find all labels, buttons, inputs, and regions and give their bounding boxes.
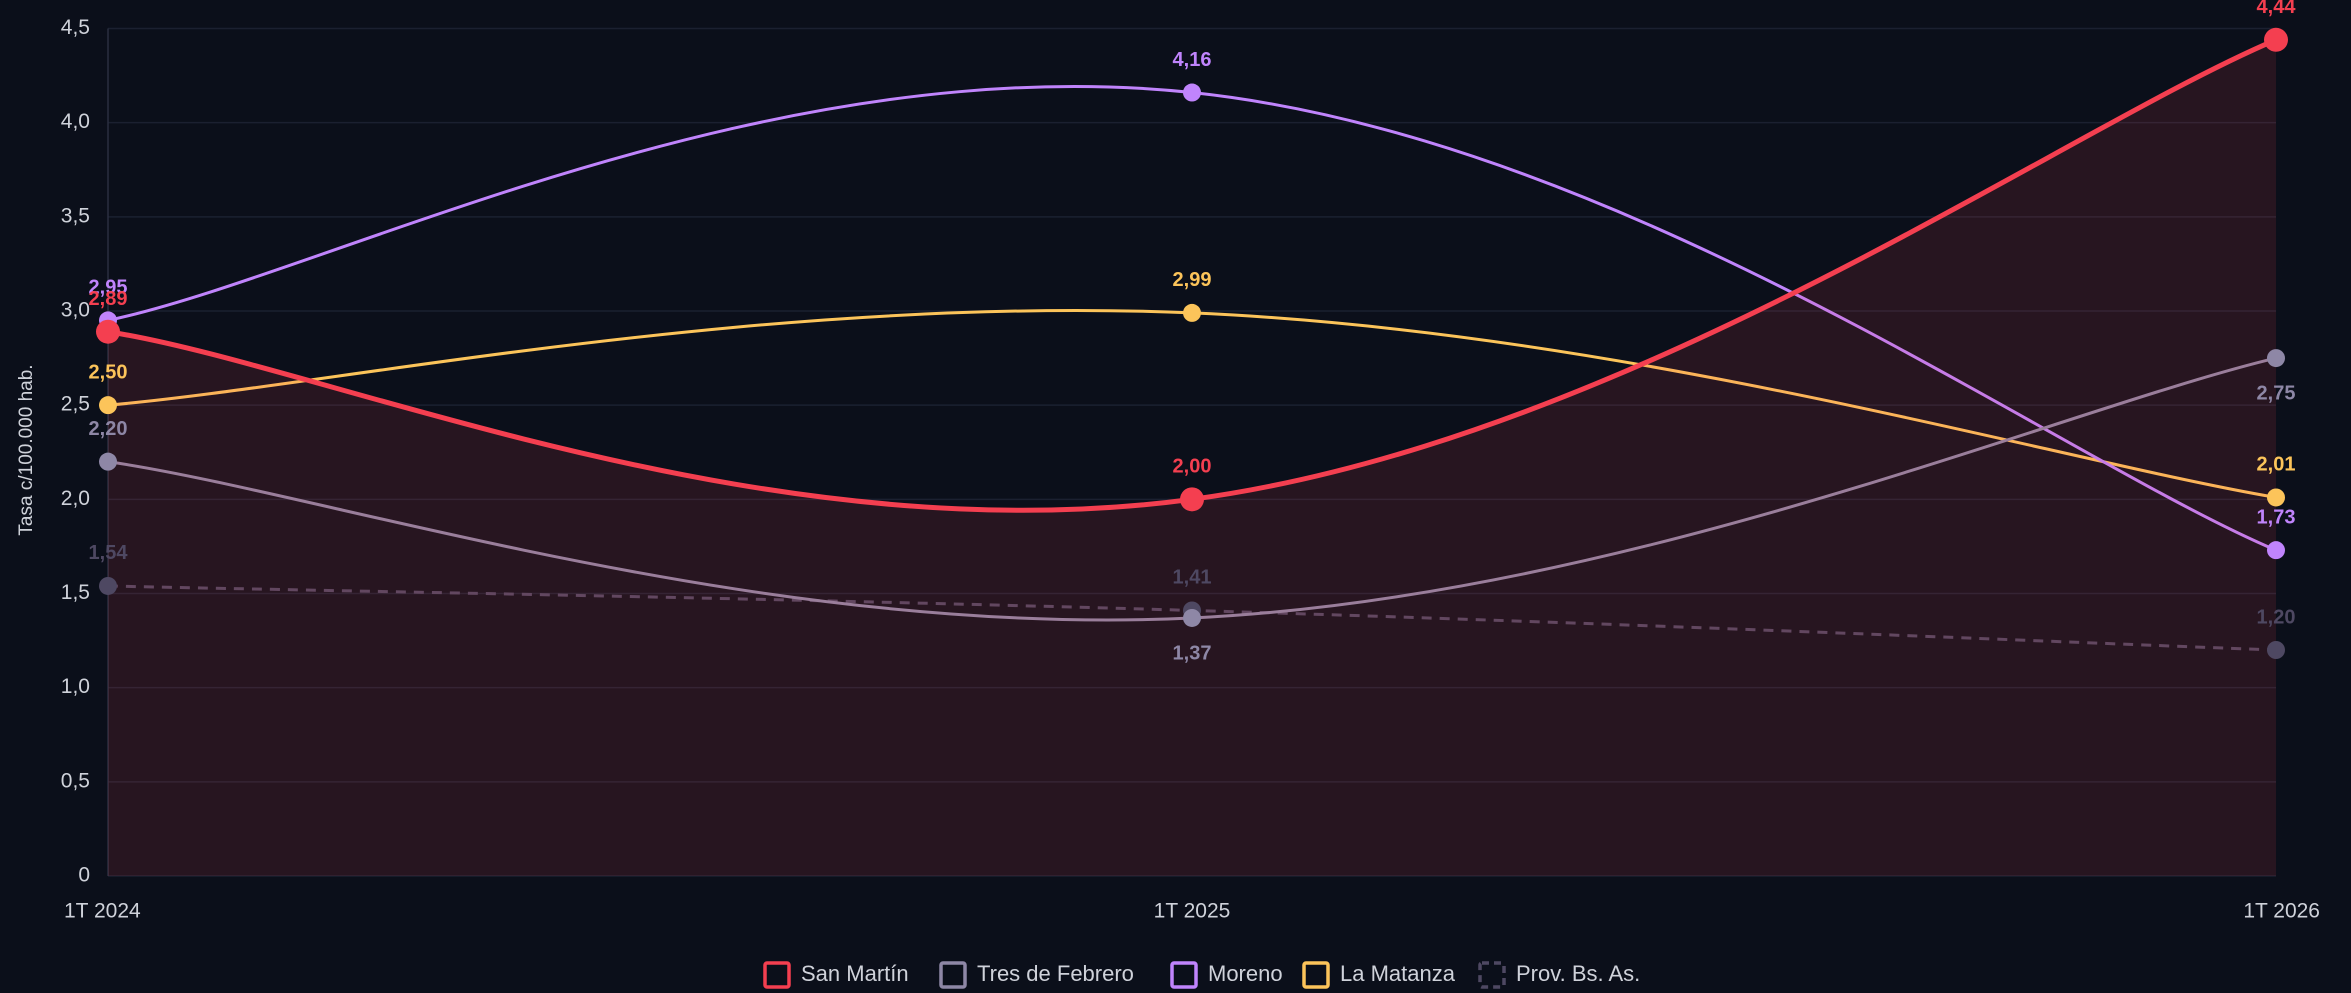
y-tick-label: 3,0 (61, 299, 90, 322)
legend-item: San Martín (763, 961, 909, 989)
legend-item: Tres de Febrero (939, 961, 1134, 989)
area (108, 39, 2276, 877)
point (96, 319, 120, 344)
point (2267, 349, 2285, 368)
y-tick-label: 1,0 (61, 675, 90, 698)
value-label: 2,00 (1173, 456, 1212, 478)
value-label: 1,73 (2257, 506, 2296, 528)
y-tick-label: 3,5 (61, 204, 90, 227)
legend-label: Tres de Febrero (977, 961, 1134, 986)
legend-swatch (763, 961, 791, 989)
y-tick-label: 2,5 (61, 393, 90, 416)
legend-label: Prov. Bs. As. (1516, 961, 1640, 986)
legend-swatch (939, 961, 967, 989)
point (1183, 303, 1201, 322)
y-tick-label: 2,0 (61, 487, 90, 510)
legend-label: San Martín (801, 961, 909, 986)
y-tick-label: 0 (78, 864, 90, 887)
legend-swatch (1170, 961, 1198, 989)
legend-label: Moreno (1208, 961, 1283, 986)
x-tick-label: 1T 2025 (1154, 900, 1231, 923)
legend-item: Prov. Bs. As. (1478, 961, 1640, 989)
point (1183, 608, 1201, 627)
x-tick-label: 1T 2026 (2243, 900, 2320, 923)
point (2264, 27, 2288, 52)
value-label: 2,01 (2257, 454, 2296, 476)
point (99, 396, 117, 415)
value-label: 2,99 (1173, 269, 1212, 291)
value-label: 4,44 (2257, 0, 2297, 18)
point (99, 452, 117, 471)
value-label: 1,37 (1173, 642, 1212, 664)
value-label: 2,75 (2257, 382, 2296, 404)
value-label: 2,89 (89, 288, 128, 310)
point (2267, 488, 2285, 507)
legend-swatch (1478, 961, 1506, 989)
y-tick-label: 4,5 (61, 16, 90, 39)
legend-label: La Matanza (1340, 961, 1456, 986)
legend-swatch (1302, 961, 1330, 989)
legend-item: Moreno (1170, 961, 1283, 989)
value-label: 2,20 (89, 418, 128, 440)
point (2267, 541, 2285, 560)
y-tick-label: 1,5 (61, 581, 90, 604)
value-label: 1,20 (2257, 606, 2296, 628)
y-tick-label: 0,5 (61, 769, 90, 792)
point (99, 576, 117, 595)
y-axis-title: Tasa c/100.000 hab. (16, 364, 37, 535)
y-tick-label: 4,0 (61, 110, 90, 133)
value-label: 2,95 (89, 277, 128, 299)
value-label: 2,50 (89, 361, 128, 383)
point (1183, 83, 1201, 102)
value-label: 4,16 (1173, 49, 1212, 71)
legend-item: La Matanza (1302, 961, 1456, 989)
point (1180, 487, 1204, 512)
value-label: 1,54 (89, 542, 129, 564)
x-tick-label: 1T 2024 (64, 900, 141, 923)
value-label: 1,41 (1173, 567, 1212, 589)
point (2267, 641, 2285, 659)
